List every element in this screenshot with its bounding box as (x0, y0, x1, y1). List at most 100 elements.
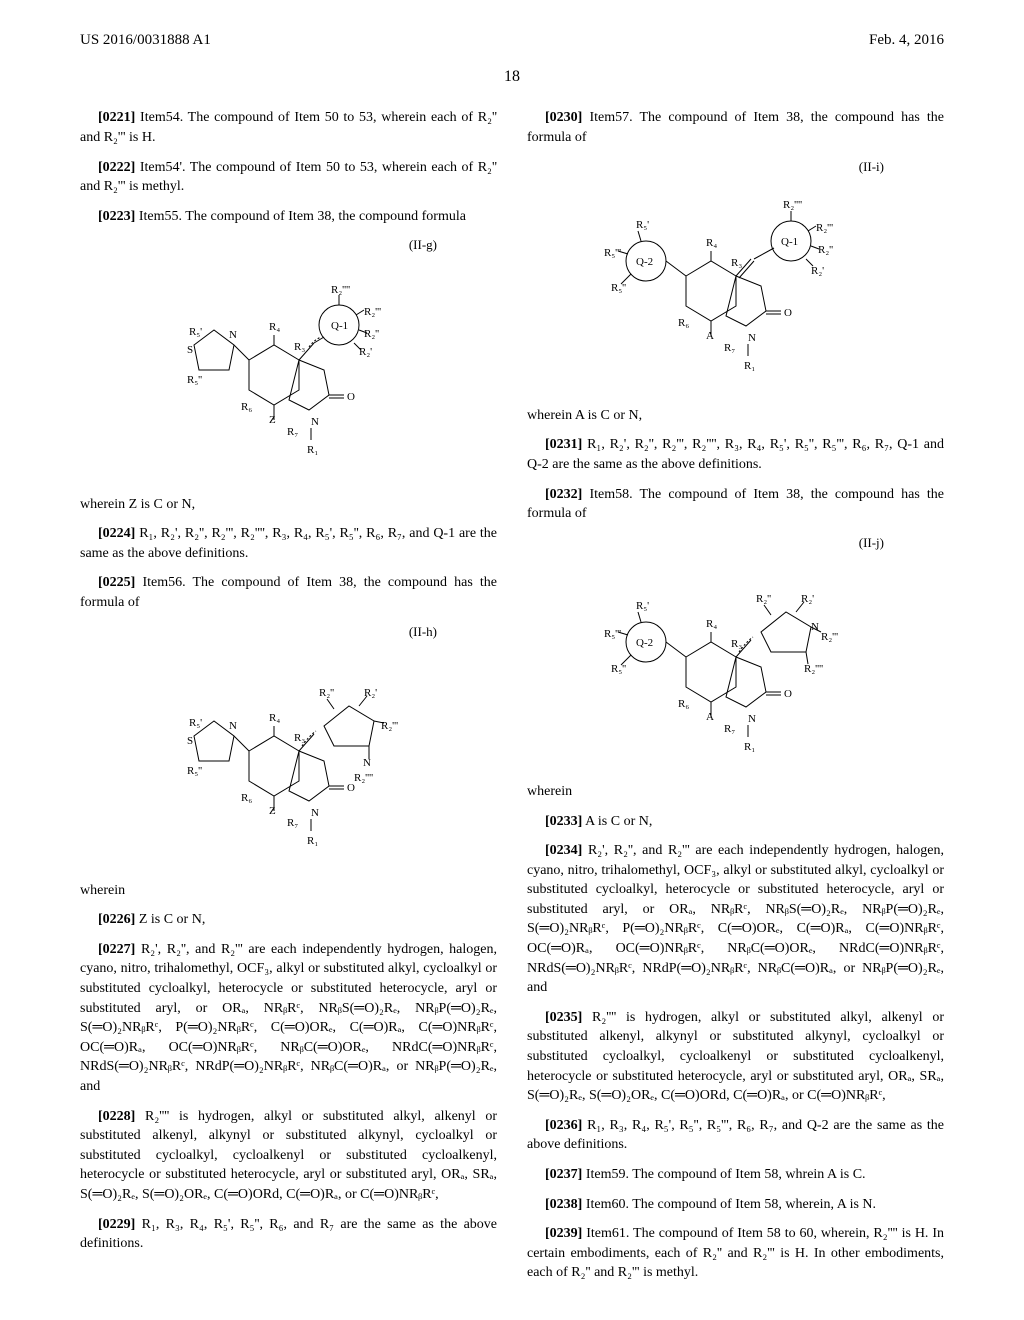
para-0222-text: Item54'. The compound of Item 50 to 53, … (80, 160, 497, 195)
para-num-0237: [0237] (545, 1167, 582, 1182)
svg-text:R₂'''': R₂'''' (331, 284, 350, 296)
svg-text:N: N (811, 621, 819, 633)
svg-text:Z: Z (269, 414, 276, 426)
para-0226: [0226] Z is C or N, (80, 910, 497, 930)
svg-text:R₇: R₇ (724, 723, 735, 735)
svg-text:Q-1: Q-1 (781, 236, 798, 248)
svg-text:R₁: R₁ (307, 444, 318, 456)
para-num-0228: [0228] (98, 1109, 135, 1124)
para-num-0234: [0234] (545, 843, 582, 858)
para-0234: [0234] R₂', R₂'', and R₂''' are each ind… (527, 841, 944, 998)
svg-text:R₃: R₃ (731, 638, 742, 650)
para-num-0236: [0236] (545, 1118, 582, 1133)
para-num-0233: [0233] (545, 814, 582, 829)
para-num-0226: [0226] (98, 912, 135, 927)
svg-text:R₂'': R₂'' (364, 328, 379, 340)
para-0227-text: R₂', R₂'', and R₂''' are each independen… (80, 942, 497, 1094)
svg-text:N: N (748, 332, 756, 344)
svg-text:S: S (187, 344, 193, 356)
formula-j-structure: Q-2 R₅' R₅''' R₅'' R₄ R₃ R₆ A R₇ (527, 552, 944, 782)
formula-h-label: (II-h) (80, 623, 497, 641)
svg-text:Q-2: Q-2 (636, 637, 653, 649)
svg-text:Z: Z (269, 805, 276, 817)
svg-text:Q-2: Q-2 (636, 256, 653, 268)
svg-text:N: N (311, 807, 319, 819)
header-right: Feb. 4, 2016 (869, 30, 944, 51)
svg-text:R₆: R₆ (241, 792, 252, 804)
para-num-0223: [0223] (98, 209, 135, 224)
para-0231: [0231] R₁, R₂', R₂'', R₂''', R₂'''', R₃,… (527, 435, 944, 474)
svg-text:R₃: R₃ (731, 257, 742, 269)
para-0227: [0227] R₂', R₂'', and R₂''' are each ind… (80, 940, 497, 1097)
svg-text:R₅': R₅' (189, 717, 202, 729)
svg-text:N: N (748, 713, 756, 725)
para-0239-text: Item61. The compound of Item 58 to 60, w… (527, 1226, 944, 1280)
svg-text:R₂''': R₂''' (364, 306, 381, 318)
para-num-0231: [0231] (545, 437, 582, 452)
svg-text:O: O (784, 688, 792, 700)
para-0232-text: Item58. The compound of Item 38, the com… (527, 487, 944, 522)
svg-text:R₂': R₂' (359, 346, 372, 358)
para-0232-after: wherein (527, 782, 944, 802)
para-0223: [0223] Item55. The compound of Item 38, … (80, 207, 497, 227)
svg-text:R₁: R₁ (744, 360, 755, 372)
svg-text:R₅'': R₅'' (187, 765, 202, 777)
para-num-0229: [0229] (98, 1217, 135, 1232)
para-num-0221: [0221] (98, 110, 135, 125)
svg-text:N: N (363, 757, 371, 769)
para-0225-after: wherein (80, 881, 497, 901)
para-0230-after: wherein A is C or N, (527, 406, 944, 426)
para-0233: [0233] A is C or N, (527, 812, 944, 832)
para-0238-text: Item60. The compound of Item 58, wherein… (586, 1197, 876, 1212)
para-0237-text: Item59. The compound of Item 58, whrein … (586, 1167, 866, 1182)
para-0228-text: R₂'''' is hydrogen, alkyl or substituted… (80, 1109, 497, 1202)
formula-j-label: (II-j) (527, 534, 944, 552)
para-0233-text: A is C or N, (585, 814, 652, 829)
para-0230-text: Item57. The compound of Item 38, the com… (527, 110, 944, 145)
para-0222: [0222] Item54'. The compound of Item 50 … (80, 158, 497, 197)
para-num-0230: [0230] (545, 110, 582, 125)
svg-text:R₅': R₅' (189, 326, 202, 338)
svg-text:R₄: R₄ (269, 321, 280, 333)
formula-i-label: (II-i) (527, 158, 944, 176)
formula-g-label: (II-g) (80, 236, 497, 254)
svg-text:R₆: R₆ (678, 698, 689, 710)
svg-text:R₂'''': R₂'''' (804, 663, 823, 675)
svg-text:R₂''': R₂''' (816, 222, 833, 234)
para-0229: [0229] R₁, R₃, R₄, R₅', R₅'', R₆, and R₇… (80, 1215, 497, 1254)
para-0221: [0221] Item54. The compound of Item 50 t… (80, 108, 497, 147)
svg-text:O: O (347, 391, 355, 403)
formula-i-structure: Q-2 R₅' R₅''' R₅'' R₄ R₃ R₆ A R₇ (527, 176, 944, 406)
svg-text:R₃: R₃ (294, 732, 305, 744)
para-0223-text: Item55. The compound of Item 38, the com… (139, 209, 466, 224)
para-0224-text: R₁, R₂', R₂'', R₂''', R₂'''', R₃, R₄, R₅… (80, 526, 497, 561)
svg-text:R₅'': R₅'' (187, 374, 202, 386)
para-0234-text: R₂', R₂'', and R₂''' are each independen… (527, 843, 944, 995)
svg-text:R₂'': R₂'' (818, 244, 833, 256)
para-0225-text: Item56. The compound of Item 38, the com… (80, 575, 497, 610)
para-0225: [0225] Item56. The compound of Item 38, … (80, 573, 497, 612)
para-0221-text: Item54. The compound of Item 50 to 53, w… (80, 110, 497, 145)
svg-text:R₆: R₆ (241, 401, 252, 413)
svg-text:R₇: R₇ (287, 426, 298, 438)
svg-text:A: A (706, 330, 714, 342)
page-number: 18 (0, 61, 1024, 108)
para-num-0235: [0235] (545, 1010, 582, 1025)
svg-text:R₅''': R₅''' (604, 247, 621, 259)
svg-text:R₁: R₁ (307, 835, 318, 847)
svg-text:O: O (784, 307, 792, 319)
svg-text:R₅': R₅' (636, 600, 649, 612)
svg-text:R₇: R₇ (287, 817, 298, 829)
para-0229-text: R₁, R₃, R₄, R₅', R₅'', R₆, and R₇ are th… (80, 1217, 497, 1252)
header-left: US 2016/0031888 A1 (80, 30, 211, 51)
svg-text:R₄: R₄ (706, 237, 717, 249)
para-0226-text: Z is C or N, (139, 912, 206, 927)
svg-text:R₂': R₂' (811, 265, 824, 277)
columns: [0221] Item54. The compound of Item 50 t… (0, 108, 1024, 1293)
svg-text:R₂'''': R₂'''' (783, 199, 802, 211)
para-num-0222: [0222] (98, 160, 135, 175)
right-column: [0230] Item57. The compound of Item 38, … (527, 108, 944, 1293)
svg-text:S: S (187, 735, 193, 747)
svg-text:R₂'''': R₂'''' (354, 772, 373, 784)
para-0237: [0237] Item59. The compound of Item 58, … (527, 1165, 944, 1185)
